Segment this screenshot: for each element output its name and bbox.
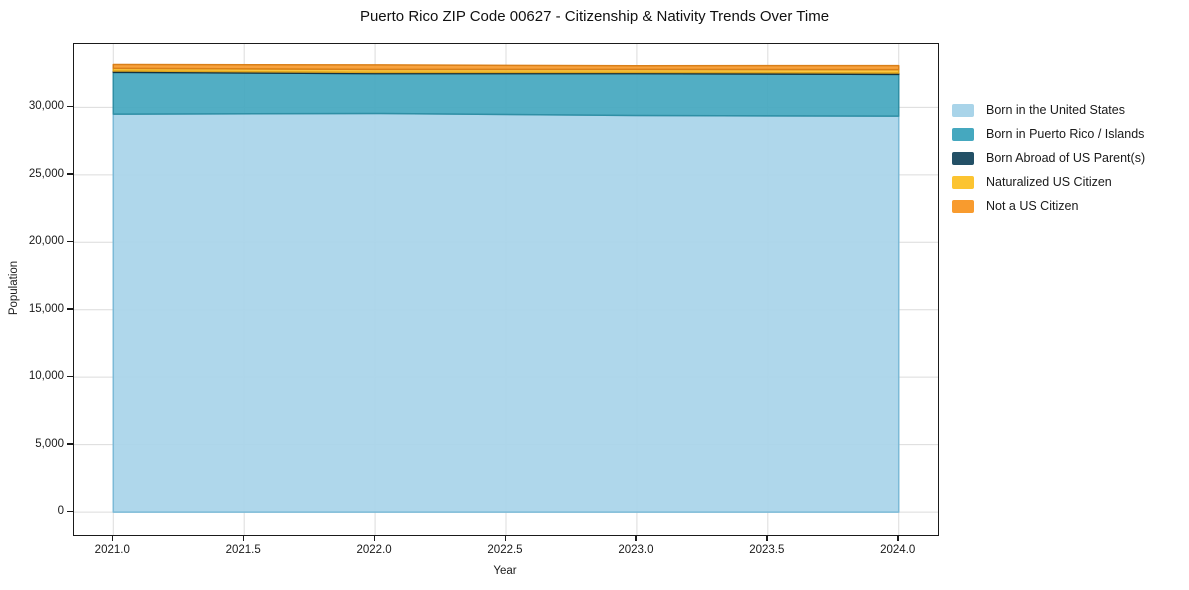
x-tick-mark [766, 536, 768, 541]
legend-swatch-icon [952, 151, 974, 165]
legend: Born in the United States Born in Puerto … [952, 98, 1145, 218]
y-tick-mark [67, 375, 73, 378]
legend-item: Born in Puerto Rico / Islands [952, 122, 1145, 146]
y-tick-label: 10,000 [28, 370, 64, 383]
y-tick-label: 0 [57, 505, 64, 518]
x-tick-mark [242, 536, 245, 541]
x-tick-label: 2022.0 [356, 544, 392, 556]
area-series [112, 63, 900, 71]
legend-item: Born in the United States [952, 98, 1145, 122]
legend-swatch-icon [952, 175, 974, 189]
area-series [112, 71, 900, 117]
legend-label: Naturalized US Citizen [986, 175, 1112, 189]
y-tick-label: 20,000 [28, 235, 64, 248]
legend-label: Not a US Citizen [986, 199, 1079, 213]
legend-swatch-icon [952, 199, 974, 213]
x-tick-label: 2021.0 [94, 544, 130, 556]
legend-label: Born in Puerto Rico / Islands [986, 127, 1145, 141]
legend-label: Born in the United States [986, 103, 1125, 117]
x-tick-label: 2023.5 [749, 544, 785, 556]
legend-item: Naturalized US Citizen [952, 170, 1145, 194]
x-tick-mark [897, 536, 899, 541]
y-tick-mark [67, 443, 73, 445]
plot-area [73, 43, 939, 536]
x-tick-label: 2021.5 [225, 544, 261, 556]
y-tick-mark [67, 510, 73, 513]
x-tick-mark [111, 536, 114, 541]
legend-swatch-icon [952, 127, 974, 141]
legend-swatch-icon [952, 103, 974, 117]
y-tick-mark [67, 105, 73, 108]
x-tick-label: 2022.5 [487, 544, 523, 556]
y-tick-label: 15,000 [28, 302, 64, 315]
y-tick-mark [67, 308, 73, 310]
legend-item: Not a US Citizen [952, 194, 1145, 218]
y-tick-label: 30,000 [28, 100, 64, 113]
x-tick-label: 2023.0 [618, 544, 654, 556]
x-tick-mark [504, 536, 506, 541]
chart-title: Puerto Rico ZIP Code 00627 - Citizenship… [359, 8, 830, 25]
y-tick-label: 5,000 [35, 437, 64, 450]
x-tick-mark [373, 536, 376, 541]
y-tick-mark [67, 240, 73, 243]
legend-label: Born Abroad of US Parent(s) [986, 151, 1146, 165]
x-axis-label: Year [493, 565, 517, 577]
x-tick-mark [635, 536, 637, 541]
x-tick-label: 2024.0 [880, 544, 916, 556]
y-tick-mark [67, 173, 73, 175]
y-tick-label: 25,000 [28, 167, 64, 180]
legend-item: Born Abroad of US Parent(s) [952, 146, 1145, 170]
stacked-area-chart [74, 44, 938, 535]
area-series [112, 112, 900, 513]
